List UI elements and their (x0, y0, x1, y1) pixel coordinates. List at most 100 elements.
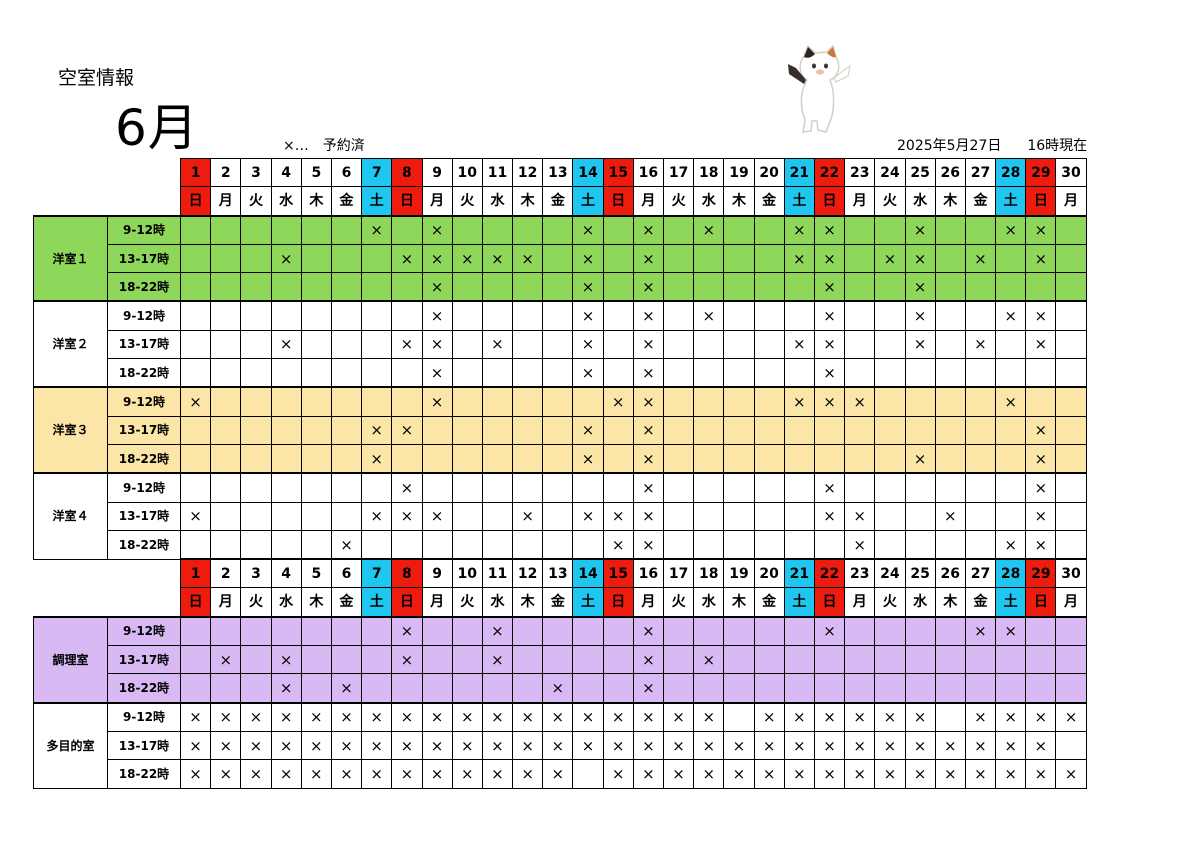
slot-cell[interactable] (995, 501, 1027, 531)
slot-cell[interactable] (451, 358, 483, 388)
slot-cell[interactable] (934, 415, 966, 445)
slot-cell[interactable] (270, 472, 302, 503)
slot-cell[interactable] (693, 472, 725, 503)
slot-cell[interactable] (512, 472, 544, 503)
slot-cell[interactable] (391, 386, 423, 417)
slot-cell[interactable] (330, 443, 363, 474)
reserved-cell[interactable]: × (813, 701, 846, 732)
slot-cell[interactable] (330, 645, 363, 675)
slot-cell[interactable] (723, 472, 755, 503)
reserved-cell[interactable]: × (512, 701, 544, 732)
reserved-cell[interactable]: × (210, 730, 242, 761)
slot-cell[interactable] (451, 329, 483, 360)
slot-cell[interactable] (542, 358, 574, 388)
slot-cell[interactable] (512, 272, 544, 302)
reserved-cell[interactable]: × (753, 701, 785, 732)
slot-cell[interactable] (179, 645, 212, 675)
reserved-cell[interactable]: × (361, 415, 393, 445)
slot-cell[interactable] (391, 358, 423, 388)
reserved-cell[interactable]: × (632, 501, 665, 531)
reserved-cell[interactable]: × (995, 701, 1027, 732)
slot-cell[interactable] (240, 300, 272, 331)
slot-cell[interactable] (934, 529, 966, 560)
slot-cell[interactable] (1055, 443, 1087, 474)
slot-cell[interactable] (451, 501, 483, 531)
reserved-cell[interactable]: × (995, 300, 1027, 331)
reserved-cell[interactable]: × (481, 615, 514, 647)
slot-cell[interactable] (179, 300, 212, 331)
slot-cell[interactable] (512, 214, 544, 245)
slot-cell[interactable] (662, 645, 695, 675)
reserved-cell[interactable]: × (451, 701, 483, 732)
reserved-cell[interactable]: × (451, 730, 483, 761)
slot-cell[interactable] (179, 529, 212, 560)
reserved-cell[interactable]: × (995, 386, 1027, 417)
slot-cell[interactable] (572, 529, 604, 560)
reserved-cell[interactable]: × (783, 243, 815, 274)
reserved-cell[interactable]: × (783, 386, 815, 417)
slot-cell[interactable] (421, 472, 453, 503)
slot-cell[interactable] (512, 300, 544, 331)
reserved-cell[interactable]: × (421, 501, 453, 531)
reserved-cell[interactable]: × (421, 730, 453, 761)
slot-cell[interactable] (270, 415, 302, 445)
slot-cell[interactable] (662, 358, 695, 388)
slot-cell[interactable] (572, 472, 604, 503)
slot-cell[interactable] (964, 529, 997, 560)
reserved-cell[interactable]: × (512, 759, 544, 789)
slot-cell[interactable] (512, 386, 544, 417)
slot-cell[interactable] (904, 615, 936, 647)
slot-cell[interactable] (874, 529, 906, 560)
reserved-cell[interactable]: × (270, 730, 302, 761)
slot-cell[interactable] (723, 701, 755, 732)
reserved-cell[interactable]: × (1025, 443, 1057, 474)
reserved-cell[interactable]: × (300, 701, 332, 732)
reserved-cell[interactable]: × (542, 759, 574, 789)
slot-cell[interactable] (512, 673, 544, 704)
slot-cell[interactable] (330, 272, 363, 302)
slot-cell[interactable] (844, 673, 876, 704)
reserved-cell[interactable]: × (632, 529, 665, 560)
slot-cell[interactable] (753, 472, 785, 503)
slot-cell[interactable] (1025, 615, 1057, 647)
slot-cell[interactable] (723, 615, 755, 647)
slot-cell[interactable] (723, 501, 755, 531)
reserved-cell[interactable]: × (361, 701, 393, 732)
reserved-cell[interactable]: × (391, 759, 423, 789)
slot-cell[interactable] (542, 415, 574, 445)
slot-cell[interactable] (210, 329, 242, 360)
slot-cell[interactable] (542, 272, 574, 302)
reserved-cell[interactable]: × (421, 358, 453, 388)
slot-cell[interactable] (874, 300, 906, 331)
slot-cell[interactable] (783, 272, 815, 302)
slot-cell[interactable] (361, 300, 393, 331)
slot-cell[interactable] (753, 358, 785, 388)
slot-cell[interactable] (391, 300, 423, 331)
slot-cell[interactable] (602, 443, 634, 474)
reserved-cell[interactable]: × (391, 329, 423, 360)
slot-cell[interactable] (572, 673, 604, 704)
reserved-cell[interactable]: × (270, 645, 302, 675)
slot-cell[interactable] (421, 415, 453, 445)
reserved-cell[interactable]: × (995, 214, 1027, 245)
slot-cell[interactable] (210, 472, 242, 503)
reserved-cell[interactable]: × (572, 730, 604, 761)
slot-cell[interactable] (512, 329, 544, 360)
reserved-cell[interactable]: × (632, 214, 665, 245)
slot-cell[interactable] (783, 415, 815, 445)
reserved-cell[interactable]: × (783, 329, 815, 360)
reserved-cell[interactable]: × (693, 730, 725, 761)
slot-cell[interactable] (451, 415, 483, 445)
reserved-cell[interactable]: × (1025, 759, 1057, 789)
slot-cell[interactable] (964, 272, 997, 302)
slot-cell[interactable] (934, 386, 966, 417)
slot-cell[interactable] (813, 645, 846, 675)
slot-cell[interactable] (179, 415, 212, 445)
slot-cell[interactable] (904, 673, 936, 704)
slot-cell[interactable] (693, 386, 725, 417)
reserved-cell[interactable]: × (361, 443, 393, 474)
slot-cell[interactable] (723, 673, 755, 704)
slot-cell[interactable] (874, 645, 906, 675)
reserved-cell[interactable]: × (632, 443, 665, 474)
slot-cell[interactable] (904, 415, 936, 445)
